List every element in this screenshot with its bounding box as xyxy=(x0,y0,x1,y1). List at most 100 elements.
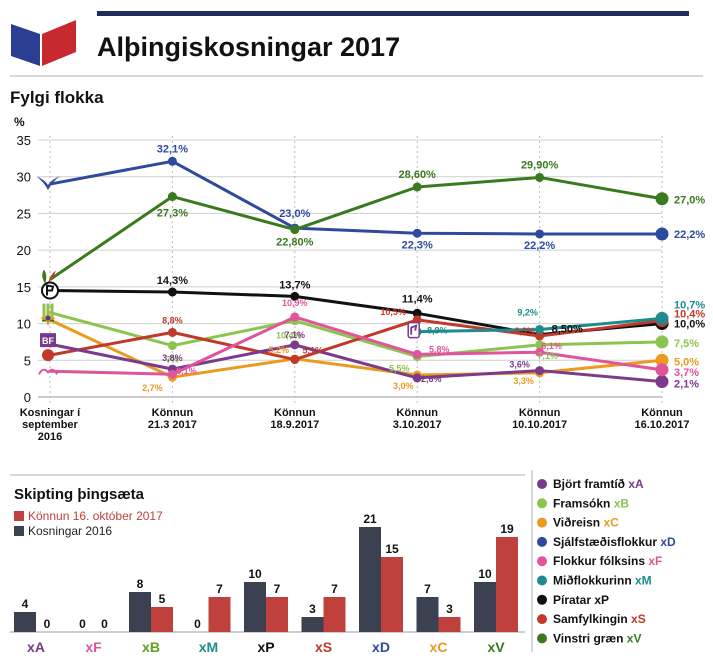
data-point-xM xyxy=(655,311,669,325)
data-point-xF xyxy=(412,349,422,359)
data-label-xF: 10,9% xyxy=(282,298,308,308)
y-tick-label: 0 xyxy=(24,390,31,405)
data-point-xF xyxy=(167,369,177,379)
legend-party-name: Sjálfstæðisflokkur xD xyxy=(553,535,676,549)
y-axis-unit: % xyxy=(14,115,25,129)
y-tick-label: 30 xyxy=(17,170,31,185)
legend-swatch xyxy=(14,511,24,521)
legend-item-xD: Sjálfstæðisflokkur xD xyxy=(537,535,676,549)
data-label-xV: 29,90% xyxy=(521,159,559,171)
series-line-xS xyxy=(49,318,663,362)
bar-xV-0 xyxy=(474,582,496,632)
legend-item-xA: Björt framtíð xA xyxy=(537,477,644,491)
data-label-xB: 7% xyxy=(166,355,179,365)
data-point-xF xyxy=(655,363,669,377)
horse-frame xyxy=(407,321,420,339)
bf-square xyxy=(40,333,56,348)
legend-party-name: Viðreisn xC xyxy=(553,516,619,530)
bar-category-label: xD xyxy=(372,639,390,655)
people-shape xyxy=(38,368,58,375)
line-chart-labels: 32,1% 23,0% 22,3% 22,2% 22,2% 27,3% 22,80% 28,6… xyxy=(142,143,705,393)
data-point-xA xyxy=(412,373,422,383)
data-label-xV: 28,60% xyxy=(399,169,437,181)
data-point-xS xyxy=(535,331,545,341)
data-label-xF: 5,8% xyxy=(429,344,450,354)
data-point-xB xyxy=(655,335,669,349)
legend-dot xyxy=(537,556,547,567)
bar-value-label: 7 xyxy=(331,582,338,596)
data-label-xS: 5,1% xyxy=(303,346,324,356)
legend-dot xyxy=(537,536,547,547)
x-tick-label: 21.3 2017 xyxy=(148,419,197,431)
legend-party-name: Samfylkingin xS xyxy=(553,612,646,626)
bar-category-label: xM xyxy=(199,639,218,655)
data-point-xM xyxy=(535,324,545,334)
data-point-xB xyxy=(535,340,545,350)
data-point-xC xyxy=(655,353,669,367)
pirate-flag-shape xyxy=(46,284,55,296)
star-center xyxy=(45,315,51,321)
legend-swatch xyxy=(14,526,24,536)
data-point-xF xyxy=(290,312,300,322)
series-line-xD xyxy=(49,159,662,236)
bar-xC-0 xyxy=(416,597,439,632)
legend-label: Kosningar 2016 xyxy=(28,524,112,538)
bar-chart-x-labels: xA xF xB xM xP xS xD xC xV xyxy=(27,639,505,655)
data-label-xD: 32,1% xyxy=(157,143,188,155)
bf-icon: BF xyxy=(40,333,56,348)
party-legend: Björt framtíð xA Framsókn xB Viðreisn xC Sj… xyxy=(537,477,676,645)
data-label-xF: 6,1% xyxy=(541,341,562,351)
legend-dot xyxy=(537,517,547,528)
data-label-xC: 5,0% xyxy=(674,356,699,368)
bar-xS-0 xyxy=(301,617,324,632)
legend-dot xyxy=(537,633,547,644)
x-tick-label: Könnun xyxy=(274,407,316,419)
data-point-xV xyxy=(167,192,177,202)
data-label-xD: 23,0% xyxy=(279,208,310,220)
data-label-xB: 5,5% xyxy=(389,364,410,374)
bar-category-label: xB xyxy=(142,639,160,655)
data-label-xC: 3,0% xyxy=(393,381,414,391)
legend-item-xF: Flokkur fólksins xF xyxy=(537,554,662,568)
data-point-xF xyxy=(535,347,545,357)
legend-party-name: Miðflokkurinn xM xyxy=(553,574,652,588)
data-point-xA xyxy=(535,366,545,376)
data-label-xM: 8,9% xyxy=(427,326,448,336)
data-label-xA: 3,6% xyxy=(509,360,530,370)
data-point-xS xyxy=(167,327,177,337)
y-tick-label: 35 xyxy=(17,133,31,148)
data-point-xV xyxy=(412,182,422,192)
bar-value-label: 10 xyxy=(478,567,492,581)
legend-item-xC: Viðreisn xC xyxy=(537,516,619,530)
bar-xV-1 xyxy=(496,537,518,632)
data-label-xF: 3,1% xyxy=(176,366,197,376)
x-tick-label: september xyxy=(22,419,78,431)
x-tick-label: Kosningar í xyxy=(20,407,81,419)
data-label-xD: 22,2% xyxy=(524,240,555,252)
bar-value-label: 7 xyxy=(216,582,223,596)
x-tick-label: Könnun xyxy=(641,407,683,419)
pirate-flag-icon xyxy=(41,281,59,300)
book-logo-icon xyxy=(11,20,76,66)
data-label-xP: 10,0% xyxy=(674,319,705,331)
data-point-xP xyxy=(412,308,422,318)
series-line-xA xyxy=(49,342,663,384)
rose-icon xyxy=(42,349,54,362)
bar-value-label: 21 xyxy=(363,512,377,526)
data-point-xD xyxy=(412,228,422,238)
data-label-xA: 3,8% xyxy=(162,353,183,363)
x-tick-label: Könnun xyxy=(519,407,561,419)
x-tick-label: 3.10.2017 xyxy=(393,419,442,431)
horse-shape xyxy=(410,324,418,335)
data-point-xV xyxy=(655,192,669,206)
data-point-xA xyxy=(655,375,669,389)
data-label-xC: 3,3% xyxy=(513,376,534,386)
bar-category-label: xV xyxy=(487,639,505,655)
data-point-xS xyxy=(290,355,300,365)
legend-item-xP: Píratar xP xyxy=(537,593,609,607)
legend-label: Könnun 16. október 2017 xyxy=(28,509,163,523)
bar-value-label: 0 xyxy=(101,617,108,631)
people-icon xyxy=(38,368,58,375)
data-label-xP: 8,50% xyxy=(552,324,583,336)
